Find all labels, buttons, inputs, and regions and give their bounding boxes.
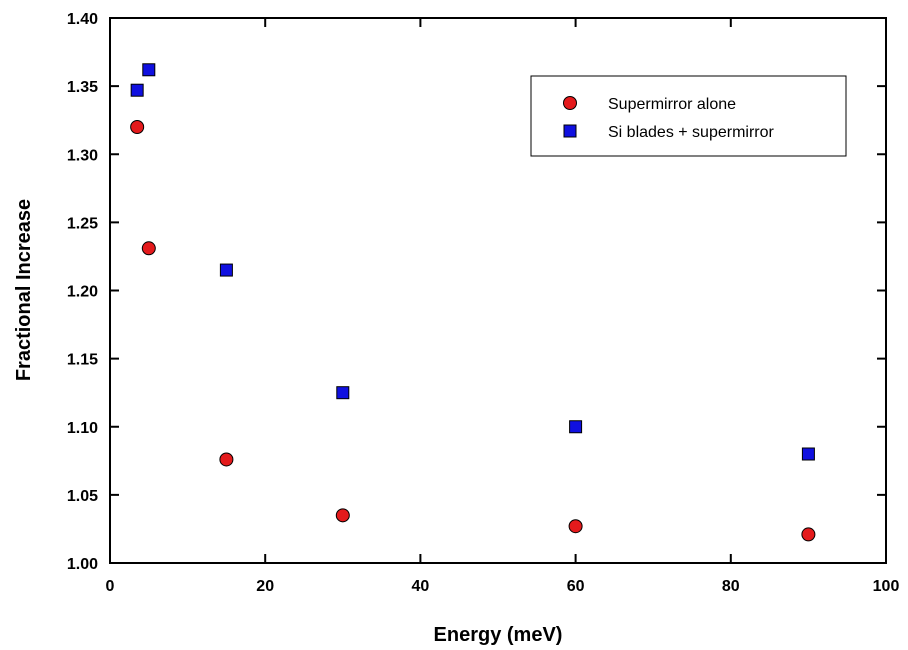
x-tick-label: 40: [412, 578, 430, 595]
legend-label-2: Si blades + supermirror: [608, 124, 775, 141]
y-tick-label: 1.40: [67, 11, 98, 28]
x-tick-label: 0: [106, 578, 115, 595]
square-point: [801, 447, 815, 461]
plot-area: [109, 17, 887, 564]
x-tick-label: 80: [722, 578, 740, 595]
x-axis-tick-labels: 0 20 40 60 80 100: [106, 578, 900, 595]
y-tick-label: 1.00: [67, 556, 98, 573]
y-tick-label: 1.15: [67, 352, 98, 369]
square-point: [142, 63, 156, 77]
y-tick-label: 1.20: [67, 284, 98, 301]
data-points: [130, 63, 816, 542]
square-point: [569, 420, 583, 434]
y-axis-title: Fractional Increase: [13, 199, 35, 381]
legend: Supermirror alone Si blades + supermirror: [530, 75, 847, 157]
circle-point: [801, 527, 816, 542]
circle-point: [568, 519, 583, 534]
y-tick-label: 1.35: [67, 79, 98, 96]
circle-point: [130, 120, 145, 134]
y-axis-tick-labels: 1.00 1.05 1.10 1.15 1.20 1.25 1.30 1.35 1.40: [67, 11, 98, 573]
square-point: [336, 386, 350, 400]
series-1: [130, 120, 816, 542]
y-tick-label: 1.25: [67, 215, 98, 232]
y-tick-label: 1.10: [67, 420, 98, 437]
circle-point: [141, 241, 156, 256]
y-tick-label: 1.05: [67, 488, 98, 505]
legend-marker-1: [563, 96, 577, 110]
square-point: [130, 83, 144, 97]
y-tick-label: 1.30: [67, 147, 98, 164]
square-point: [219, 263, 233, 277]
x-tick-label: 60: [567, 578, 585, 595]
circle-point: [335, 508, 350, 523]
legend-label-1: Supermirror alone: [608, 96, 736, 113]
x-axis-title: Energy (meV): [434, 624, 563, 646]
x-tick-label: 20: [256, 578, 274, 595]
x-tick-label: 100: [873, 578, 900, 595]
legend-box: [530, 75, 847, 157]
legend-marker-2: [563, 124, 577, 138]
circle-point: [219, 452, 234, 467]
series-2: [130, 63, 815, 461]
